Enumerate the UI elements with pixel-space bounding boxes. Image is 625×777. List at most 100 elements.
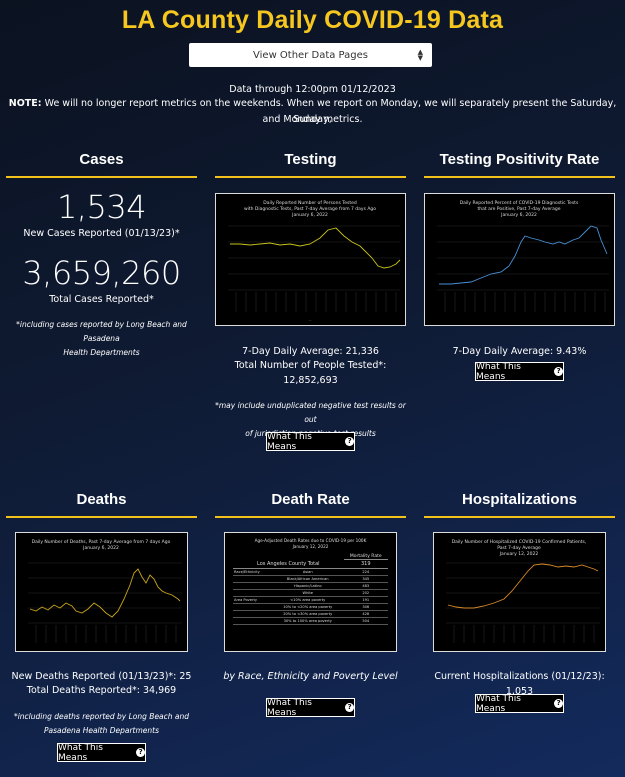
death-rate-what-this-means-button[interactable]: What This Means ? xyxy=(266,697,355,718)
mortality-cell-group xyxy=(233,610,272,617)
positivity-button-label: What This Means xyxy=(476,361,521,382)
mortality-row: Race/Ethnicity Asian 224 xyxy=(233,568,388,575)
testing-chart: Daily Reported Number of Persons Tested … xyxy=(215,193,406,326)
positivity-avg: 7-Day Daily Average: 9.43% xyxy=(452,346,587,357)
mortality-row: Hispanic/Latino 483 xyxy=(233,582,388,589)
positivity-rule xyxy=(424,176,615,178)
select-label: View Other Data Pages xyxy=(253,49,368,61)
positivity-chart-subtitle: that are Positive, Past 7-day Average xyxy=(478,206,561,212)
hospital-chart-subtitle: Past 7-day Average xyxy=(497,545,541,551)
mortality-row: White 202 xyxy=(233,589,388,596)
testing-chart-date: January 6, 2022 xyxy=(291,212,328,218)
mortality-cell-val: 483 xyxy=(362,583,370,588)
county-total-label: Los Angeles County Total xyxy=(257,560,320,567)
new-deaths: New Deaths Reported (01/13/23)*: 25 xyxy=(11,671,192,682)
mortality-cell-val: 428 xyxy=(362,611,370,616)
testing-avg: 7-Day Daily Average: 21,336 xyxy=(242,346,379,357)
mortality-col-header: Mortality Rate xyxy=(343,554,388,560)
deaths-footnote-line2: Pasadena Health Departments xyxy=(43,726,160,735)
deaths-what-this-means-button[interactable]: What This Means ? xyxy=(57,742,146,763)
mortality-cell-group: Area Poverty xyxy=(234,597,258,602)
testing-chart-subtitle: with Diagnostic Tests, Past 7-day Averag… xyxy=(244,206,376,212)
testing-heading: Testing xyxy=(284,151,337,168)
mortality-cell-group xyxy=(233,589,272,596)
mortality-row: Black/African American 345 xyxy=(233,575,388,582)
hospital-heading: Hospitalizations xyxy=(461,491,577,508)
question-icon: ? xyxy=(345,437,354,446)
mortality-cell-sub: Asian xyxy=(302,569,313,574)
positivity-what-this-means-button[interactable]: What This Means ? xyxy=(475,361,564,382)
positivity-chart-date: January 6, 2022 xyxy=(500,212,537,218)
mortality-row: 10% to <20% area poverty 306 xyxy=(233,603,388,610)
deaths-footnote-line1: *including deaths reported by Long Beach… xyxy=(13,712,190,721)
mortality-table: Mortality Rate Los Angeles County Total … xyxy=(233,554,388,625)
mortality-cell-val: 224 xyxy=(362,569,370,574)
mortality-cell-val: 202 xyxy=(362,590,370,595)
cases-heading: Cases xyxy=(79,151,124,168)
testing-total-value: 12,852,693 xyxy=(283,375,338,386)
hospital-rule xyxy=(424,516,615,518)
mortality-cell-group xyxy=(233,603,272,610)
cases-rule xyxy=(6,176,197,178)
testing-footnote-line1: *may include unduplicated negative test … xyxy=(215,401,406,424)
positivity-heading: Testing Positivity Rate xyxy=(439,151,600,168)
weekend-note: NOTE: We will no longer report metrics o… xyxy=(0,96,625,128)
mortality-cell-group xyxy=(233,617,272,624)
mortality-row: 20% to <30% area poverty 428 xyxy=(233,610,388,617)
weekend-note-line2: and Monday metrics. xyxy=(262,114,363,125)
cases-footnote-line1: *including cases reported by Long Beach … xyxy=(16,320,187,343)
death-rate-table-title: Age-Adjusted Death Rates due to COVID-19… xyxy=(254,538,367,543)
mortality-cell-sub: 20% to <30% area poverty xyxy=(283,611,333,616)
svg-text:—: — xyxy=(309,318,312,322)
cases-footnote-line2: Health Departments xyxy=(63,348,140,357)
hospital-chart: Daily Number of Hospitalized COVID-19 Co… xyxy=(433,532,606,652)
new-cases-label: New Cases Reported (01/13/23)* xyxy=(23,228,180,239)
new-cases-value: 1,534 xyxy=(56,188,147,226)
total-cases-label: Total Cases Reported* xyxy=(49,294,154,305)
note-text: We will no longer report metrics on the … xyxy=(44,98,617,125)
testing-rule xyxy=(215,176,406,178)
mortality-row: 30% to 100% area poverty 504 xyxy=(233,617,388,624)
mortality-cell-group: Race/Ethnicity xyxy=(234,569,260,574)
question-icon: ? xyxy=(136,748,145,757)
deaths-rule xyxy=(6,516,197,518)
mortality-cell-val: 504 xyxy=(362,618,370,623)
deaths-button-label: What This Means xyxy=(58,742,103,763)
data-pages-select[interactable]: View Other Data Pages ▲ ▼ xyxy=(189,43,432,67)
question-icon: ? xyxy=(554,367,563,376)
death-rate-button-label: What This Means xyxy=(267,697,312,718)
total-deaths: Total Deaths Reported*: 34,969 xyxy=(26,685,177,696)
testing-total-label: Total Number of People Tested*: xyxy=(234,360,387,371)
current-hospitalizations: Current Hospitalizations (01/12/23): 1,0… xyxy=(434,671,605,697)
question-icon: ? xyxy=(345,703,354,712)
mortality-cell-group xyxy=(233,582,272,589)
deaths-heading: Deaths xyxy=(76,491,127,508)
deaths-chart-title: Daily Number of Deaths, Past 7-day Avera… xyxy=(32,539,171,545)
death-rate-caption: by Race, Ethnicity and Poverty Level xyxy=(223,671,398,682)
mortality-row: Area Poverty <10% area poverty 191 xyxy=(233,596,388,603)
mortality-cell-sub: <10% area poverty xyxy=(290,597,326,602)
page-title: LA County Daily COVID-19 Data xyxy=(121,6,504,34)
mortality-cell-sub: Black/African American xyxy=(286,576,329,581)
death-rate-rule xyxy=(215,516,406,518)
mortality-cell-sub: White xyxy=(302,590,313,595)
cases-footnote: *including cases reported by Long Beach … xyxy=(6,318,197,360)
select-arrows-icon: ▲ ▼ xyxy=(417,48,423,62)
mortality-cell-sub: Hispanic/Latino xyxy=(293,583,322,588)
total-cases-value: 3,659,260 xyxy=(22,254,181,292)
mortality-cell-val: 191 xyxy=(362,597,370,602)
testing-chart-title: Daily Reported Number of Persons Tested xyxy=(263,200,357,206)
mortality-cell-sub: 30% to 100% area poverty xyxy=(283,618,332,623)
death-rate-table-date: January 12, 2022 xyxy=(292,544,329,549)
deaths-chart-date: January 6, 2022 xyxy=(82,545,119,551)
deaths-footnote: *including deaths reported by Long Beach… xyxy=(6,710,197,738)
mortality-cell-sub: 10% to <20% area poverty xyxy=(283,604,333,609)
death-rate-heading: Death Rate xyxy=(271,491,350,508)
hospital-what-this-means-button[interactable]: What This Means ? xyxy=(475,693,564,714)
hospital-button-label: What This Means xyxy=(476,693,521,714)
testing-what-this-means-button[interactable]: What This Means ? xyxy=(266,432,355,452)
positivity-chart: Daily Reported Percent of COVID-19 Diagn… xyxy=(424,193,615,326)
note-label: NOTE: xyxy=(8,98,42,109)
mortality-cell-val: 345 xyxy=(362,576,370,581)
positivity-chart-title: Daily Reported Percent of COVID-19 Diagn… xyxy=(460,200,579,206)
